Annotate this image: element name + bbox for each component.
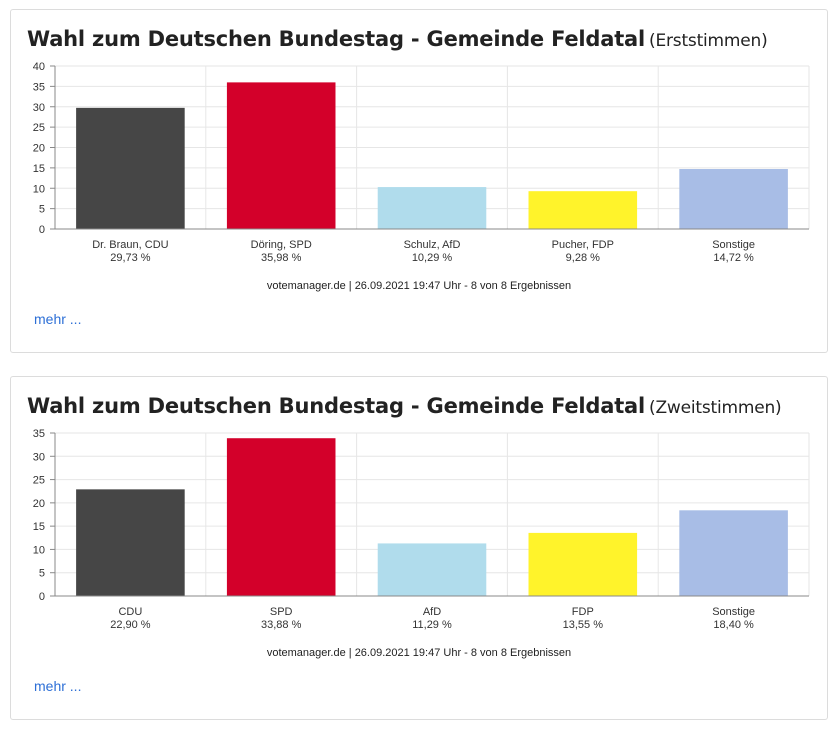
chart-title: Wahl zum Deutschen Bundestag - Gemeinde … — [27, 394, 782, 418]
y-tick-label: 0 — [39, 224, 45, 236]
chart-card-zweitstimmen: Wahl zum Deutschen Bundestag - Gemeinde … — [10, 376, 828, 720]
data-label: 10,29 % — [412, 252, 453, 264]
y-tick-label: 10 — [33, 183, 45, 195]
bar — [76, 107, 185, 229]
x-tick-label: Pucher, FDP — [552, 239, 614, 251]
bar — [377, 187, 487, 229]
data-label: 13,55 % — [563, 619, 604, 631]
data-label: 18,40 % — [713, 619, 754, 631]
y-tick-label: 20 — [33, 143, 45, 155]
chart-card-erststimmen: Wahl zum Deutschen Bundestag - Gemeinde … — [10, 9, 828, 353]
y-tick-label: 10 — [33, 544, 45, 556]
y-tick-label: 35 — [33, 81, 45, 93]
y-tick-label: 20 — [33, 498, 45, 510]
y-tick-label: 25 — [33, 475, 45, 487]
x-tick-label: Dr. Braun, CDU — [92, 239, 168, 251]
x-tick-label: FDP — [572, 606, 594, 618]
x-tick-label: SPD — [270, 606, 293, 618]
x-tick-label: Schulz, AfD — [404, 239, 461, 251]
data-label: 22,90 % — [110, 619, 151, 631]
x-tick-label: Sonstige — [712, 606, 755, 618]
y-tick-label: 0 — [39, 591, 45, 603]
x-tick-label: Sonstige — [712, 239, 755, 251]
y-tick-label: 5 — [39, 204, 45, 216]
data-label: 11,29 % — [412, 619, 452, 631]
more-link[interactable]: mehr ... — [34, 311, 82, 327]
x-tick-label: CDU — [118, 606, 142, 618]
data-label: 35,98 % — [261, 252, 302, 264]
y-tick-label: 40 — [33, 61, 45, 73]
data-label: 14,72 % — [713, 252, 754, 264]
data-label: 33,88 % — [261, 619, 302, 631]
y-tick-label: 15 — [33, 521, 45, 533]
bar — [377, 543, 487, 596]
data-label: 9,28 % — [566, 252, 600, 264]
x-tick-label: AfD — [423, 606, 441, 618]
y-tick-label: 5 — [39, 568, 45, 580]
bar — [76, 489, 185, 596]
chart-subtitle: (Erststimmen) — [649, 31, 768, 51]
chart-subtitle: (Zweitstimmen) — [649, 398, 782, 418]
bar — [528, 532, 638, 596]
x-tick-label: Döring, SPD — [251, 239, 312, 251]
y-tick-label: 15 — [33, 163, 45, 175]
y-tick-label: 30 — [33, 451, 45, 463]
more-link[interactable]: mehr ... — [34, 678, 82, 694]
bar — [528, 191, 638, 229]
y-tick-label: 35 — [33, 428, 45, 440]
chart-footer: votemanager.de | 26.09.2021 19:47 Uhr - … — [266, 280, 572, 292]
y-tick-label: 30 — [33, 102, 45, 114]
bar — [226, 82, 336, 229]
data-label: 29,73 % — [110, 252, 151, 264]
chart-title: Wahl zum Deutschen Bundestag - Gemeinde … — [27, 27, 768, 51]
bar — [679, 169, 788, 229]
bar — [679, 510, 788, 596]
bar — [226, 438, 336, 596]
y-tick-label: 25 — [33, 122, 45, 134]
chart-footer: votemanager.de | 26.09.2021 19:47 Uhr - … — [266, 647, 572, 659]
